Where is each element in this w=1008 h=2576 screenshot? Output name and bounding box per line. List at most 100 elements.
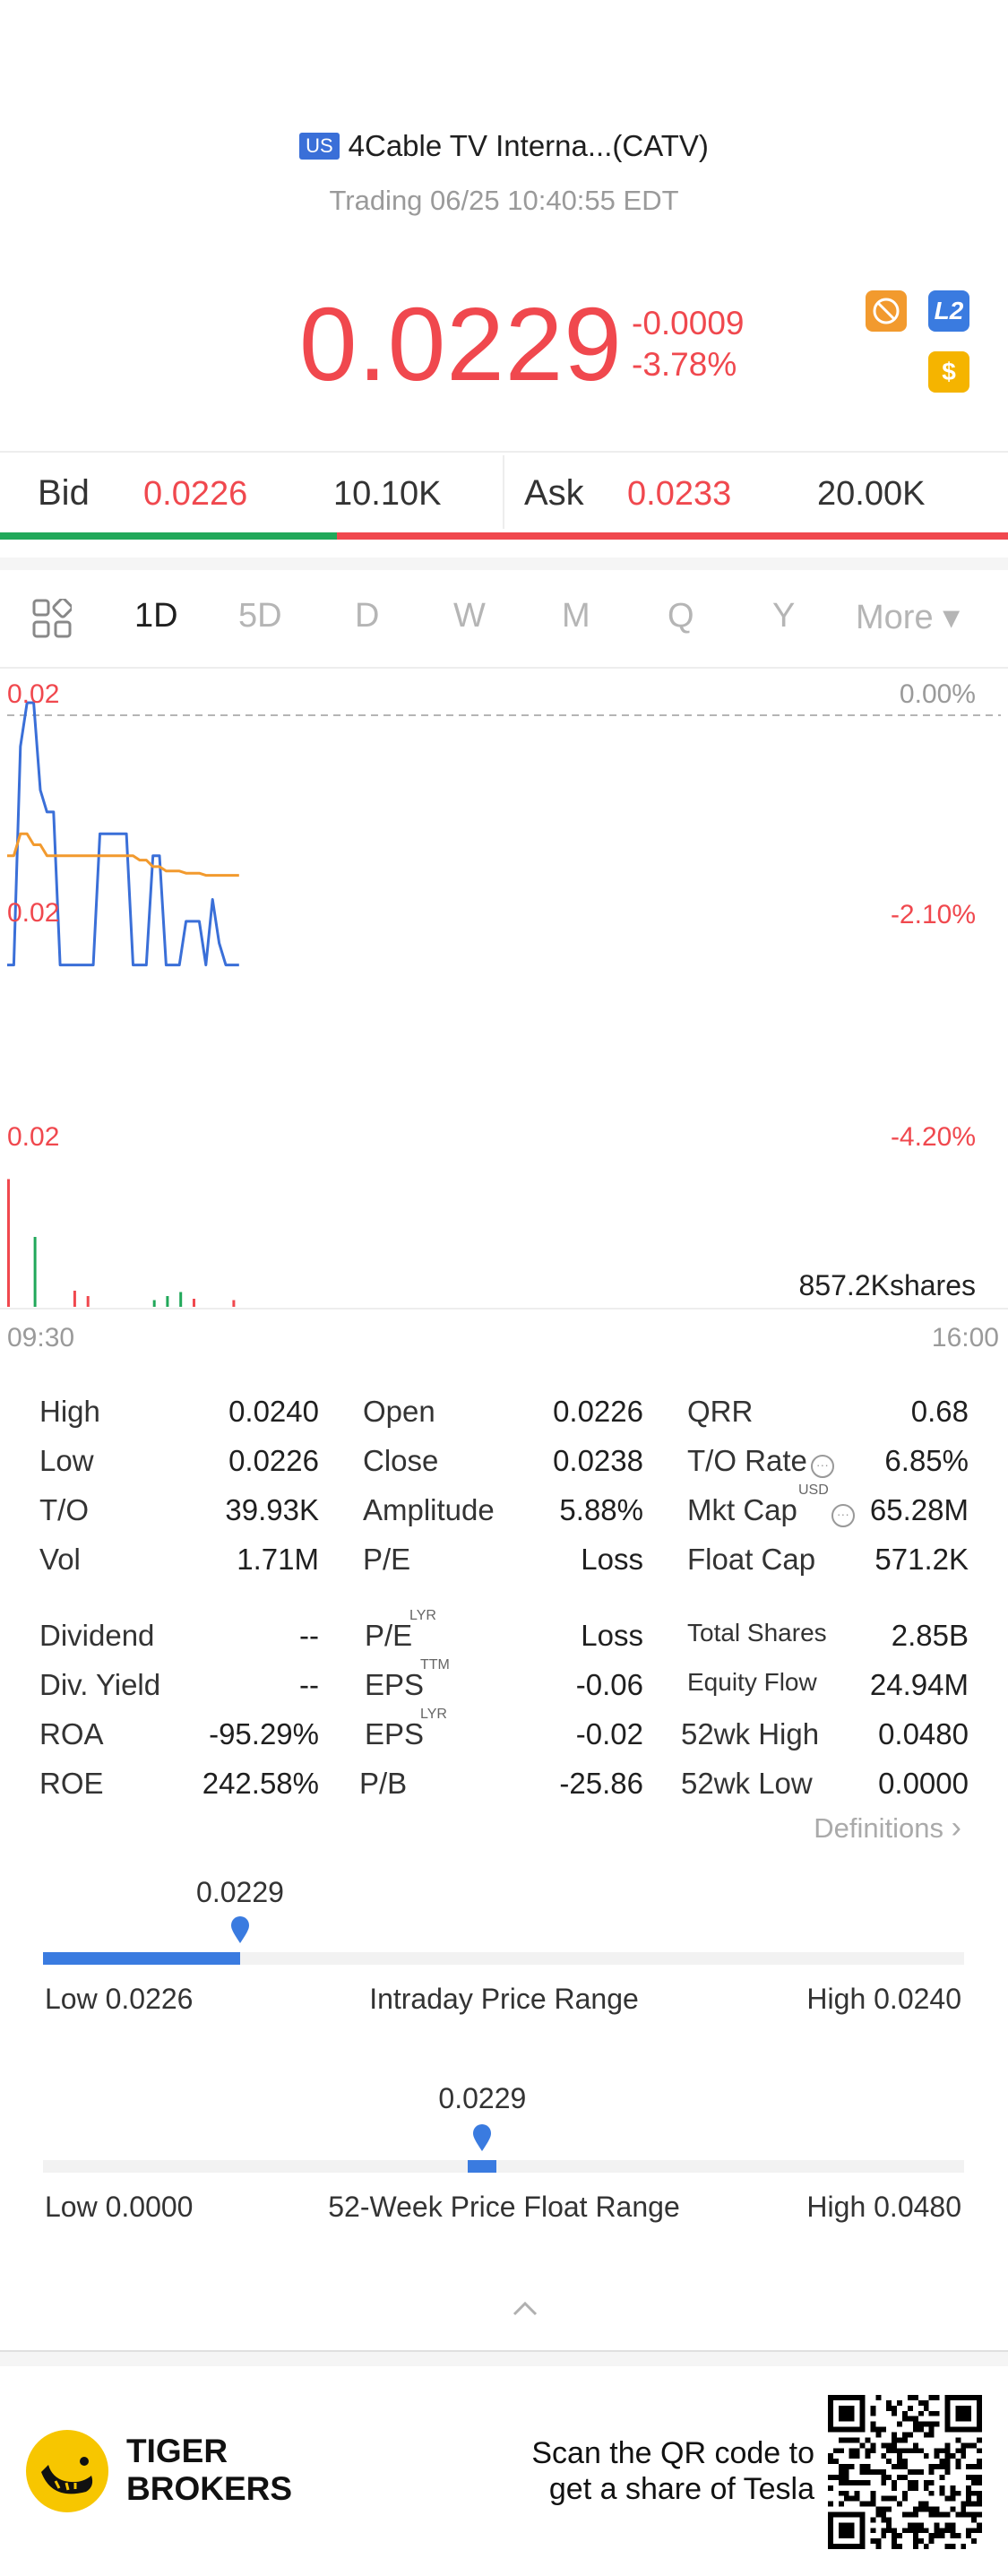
qr-module (939, 2459, 945, 2465)
qr-module (870, 2538, 876, 2545)
trading-status: Trading 06/25 10:40:55 EDT (329, 185, 679, 216)
stat-label-text: Mkt Cap (687, 1493, 797, 1526)
volume-bar (152, 1300, 156, 1307)
qr-module (907, 2395, 913, 2400)
stat-label-text: Equity Flow (687, 1668, 817, 1696)
qr-module (828, 2474, 833, 2480)
qr-module (897, 2453, 903, 2459)
week52-range-title: 52-Week Price Float Range (328, 2191, 680, 2223)
qr-code[interactable] (828, 2395, 982, 2549)
stat-value-t-o-rate: 6.85% (884, 1444, 969, 1477)
info-icon[interactable]: ··· (810, 1455, 834, 1478)
qr-module (950, 2506, 956, 2512)
volume-bar (7, 1179, 10, 1307)
qr-module (912, 2522, 918, 2528)
qr-module (955, 2533, 961, 2539)
qr-module (907, 2528, 913, 2534)
qr-module (928, 2432, 935, 2438)
qr-module (881, 2506, 887, 2512)
qr-module (870, 2501, 876, 2507)
volume-bar (166, 1296, 169, 1307)
qr-module (977, 2501, 982, 2507)
dollar-icon[interactable]: $ (928, 351, 969, 393)
qr-module (912, 2421, 918, 2427)
tab-m[interactable]: M (562, 597, 590, 635)
qr-module (971, 2517, 978, 2523)
stat-value-low: 0.0226 (228, 1444, 319, 1477)
qr-module (832, 2459, 839, 2465)
qr-module (897, 2437, 903, 2443)
qr-module (928, 2479, 935, 2485)
qr-module (923, 2453, 929, 2459)
stat-label-text: P/E (363, 1543, 411, 1576)
qr-module (950, 2490, 956, 2496)
chevron-up-icon[interactable] (509, 2298, 541, 2318)
price-line (7, 701, 239, 967)
qr-module (838, 2448, 844, 2454)
qr-module (849, 2464, 855, 2470)
stat-label-text: Dividend (39, 1619, 155, 1652)
qr-module (912, 2538, 918, 2545)
stat-value-close: 0.0238 (553, 1444, 643, 1477)
level2-icon[interactable]: L2 (928, 290, 969, 332)
qr-module (892, 2485, 898, 2491)
qr-module (918, 2410, 924, 2416)
qr-module (939, 2448, 945, 2454)
qr-module (907, 2469, 913, 2475)
qr-module (886, 2528, 892, 2534)
qr-module (966, 2501, 972, 2507)
stat-label-t-o: T/O (39, 1493, 89, 1527)
qr-module (875, 2544, 882, 2549)
qr-module (902, 2437, 908, 2443)
qr-module (865, 2501, 871, 2507)
qr-module (892, 2464, 898, 2470)
info-icon[interactable]: ··· (831, 1504, 855, 1527)
qr-module (886, 2442, 892, 2449)
qr-module (843, 2495, 849, 2502)
qr-module (944, 2442, 951, 2449)
definitions-link[interactable]: Definitions › (814, 1811, 961, 1846)
qr-module (918, 2448, 924, 2454)
x-tick-start: 09:30 (7, 1323, 75, 1353)
qr-module (923, 2405, 929, 2411)
volume-bar (193, 1299, 195, 1307)
qr-module (849, 2479, 855, 2485)
qr-module (843, 2437, 849, 2443)
tab-q[interactable]: Q (668, 597, 694, 635)
qr-module (944, 2511, 951, 2518)
tiger-logo-icon (26, 2430, 108, 2512)
qr-module (977, 2474, 982, 2480)
qr-module (892, 2432, 898, 2438)
qr-module (934, 2421, 940, 2427)
qr-module (854, 2495, 860, 2502)
stat-value-t-o: 39.93K (225, 1493, 319, 1526)
x-tick-end: 16:00 (931, 1323, 999, 1353)
qr-module (881, 2479, 887, 2485)
grid-layout-icon[interactable] (32, 599, 72, 638)
qr-module (950, 2528, 956, 2534)
week52-current-price: 0.0229 (438, 2082, 527, 2114)
qr-module (971, 2538, 978, 2545)
tab-more[interactable]: More ▾ (856, 599, 961, 636)
tab-y[interactable]: Y (772, 597, 796, 635)
intraday-chart[interactable] (0, 669, 1008, 1332)
stat-label-text: Div. Yield (39, 1668, 161, 1701)
qr-module (849, 2495, 855, 2502)
qr-module (939, 2533, 945, 2539)
qr-module (923, 2528, 929, 2534)
qr-module (907, 2479, 913, 2485)
tab-d[interactable]: D (355, 597, 380, 635)
qr-module (881, 2469, 887, 2475)
qr-module (961, 2506, 967, 2512)
last-price: 0.0229 (299, 286, 623, 402)
tab-1d[interactable]: 1D (134, 597, 178, 635)
qr-module (907, 2522, 913, 2528)
qr-module (928, 2469, 935, 2475)
tab-w[interactable]: W (453, 597, 486, 635)
no-trade-icon[interactable] (866, 290, 907, 332)
qr-module (886, 2405, 892, 2411)
tab-5d[interactable]: 5D (238, 597, 282, 635)
bid-size: 10.10K (333, 475, 442, 513)
bid-price: 0.0226 (143, 475, 248, 513)
qr-module (849, 2453, 855, 2459)
